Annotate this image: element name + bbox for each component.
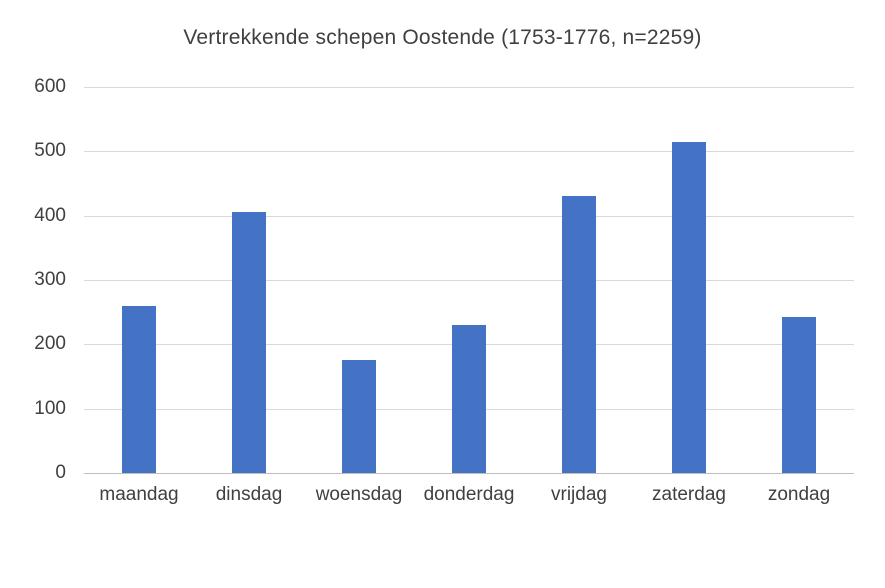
gridline — [84, 87, 854, 88]
bar-column-woensdag — [304, 87, 414, 473]
y-tick-label: 300 — [34, 269, 66, 290]
x-tick-label-zondag: zondag — [767, 484, 831, 505]
y-tick-label: 500 — [34, 140, 66, 162]
gridline — [84, 280, 854, 281]
x-tick-label-dinsdag: dinsdag — [215, 484, 283, 505]
bar-column-zondag — [744, 87, 854, 473]
y-tick-label: 200 — [34, 333, 66, 355]
bar-vrijdag — [562, 196, 596, 473]
y-tick-label: 100 — [34, 397, 66, 419]
bar-donderdag — [452, 325, 486, 473]
bar-column-dinsdag — [194, 87, 304, 473]
x-tick-label-vrijdag: vrijdag — [551, 484, 607, 505]
bar-column-donderdag — [414, 87, 524, 473]
bar-zondag — [782, 316, 816, 473]
bar-column-vrijdag — [524, 87, 634, 473]
x-axis-tick-labels: maandag dinsdag woensdag donderdag vrijdag za… — [84, 484, 854, 506]
x-tick-label-zaterdag: zaterdag — [652, 484, 726, 505]
gridline — [84, 151, 854, 153]
chart-title: Vertrekkende schepen Oostende (1753-1776… — [183, 26, 702, 49]
y-tick-label: 400 — [34, 204, 66, 226]
bar-woensdag — [342, 359, 376, 473]
y-tick-label: 0 — [55, 462, 66, 483]
plot-area — [84, 87, 854, 474]
gridline — [84, 215, 854, 217]
y-axis-tick-labels: 0 100 200 300 400 500 600 — [0, 76, 76, 483]
bar-dinsdag — [232, 211, 266, 473]
x-axis-line — [84, 473, 854, 474]
y-tick-label: 600 — [34, 76, 66, 97]
bar-zaterdag — [672, 142, 706, 473]
x-tick-label-donderdag: donderdag — [423, 484, 515, 505]
x-tick-label-woensdag: woensdag — [315, 484, 403, 505]
bar-series — [84, 87, 854, 473]
x-tick-label-maandag: maandag — [99, 484, 179, 505]
bar-column-maandag — [84, 87, 194, 473]
bar-maandag — [122, 305, 156, 473]
bar-column-zaterdag — [634, 87, 744, 473]
